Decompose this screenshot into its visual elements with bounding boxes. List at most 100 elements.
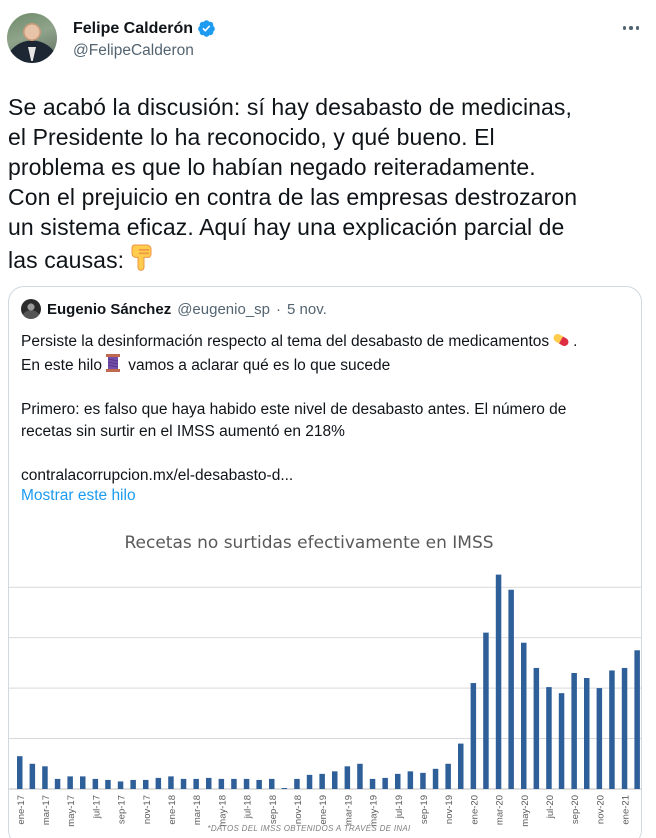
chart-bar [458,743,464,789]
tweet-line: Con el prejuicio en contra de las empres… [8,184,578,210]
chart-bar [533,667,540,789]
tweet-line: un sistema eficaz. Aquí hay una explicac… [8,214,565,240]
chart-bar [80,776,86,789]
show-thread-link[interactable]: Mostrar este hilo [21,487,136,504]
quoted-line-2a: En este hilo [21,357,102,374]
chart-bar [168,776,174,789]
x-tick-label: sep-20 [570,795,581,824]
quoted-line-1: Persiste la desinformación respecto al t… [21,333,550,350]
chart-bar [369,778,376,789]
x-tick-label: sep-17 [117,795,128,824]
chart-bar [319,773,325,789]
x-tick-label: nov-19 [444,795,455,824]
tweet-line: problema es que lo habían negado reitera… [8,154,536,180]
x-tick-label: may-20 [520,795,531,827]
chart-bar [546,687,552,789]
chart-bar [470,683,477,789]
chart-bar [206,777,212,789]
chart-bar [596,688,603,789]
chart-bar [143,779,149,789]
chart-image[interactable]: Recetas no surtidas efectivamente en IMS… [9,527,641,838]
quoted-tweet-card[interactable]: Eugenio Sánchez @eugenio_sp · 5 nov. Per… [8,286,642,838]
thread-spool-icon [106,354,120,372]
chart-bar [243,778,250,789]
quoted-date: 5 nov. [287,300,327,318]
chart-footnote: *DATOS DEL IMSS OBTENIDOS A TRAVÉS DE IN… [207,824,411,833]
x-tick-label: sep-19 [419,795,430,824]
chart-bar [609,670,615,789]
quoted-tweet-header: Eugenio Sánchez @eugenio_sp · 5 nov. [21,299,327,319]
tweet-line: el Presidente lo ha reconocido, y qué bu… [8,124,495,150]
chart-bar [495,574,502,789]
tweet-line: Se acabó la discusión: sí hay desabasto … [8,94,573,120]
chart-bar [193,778,199,789]
chart-bar [306,774,313,789]
author-handle[interactable]: @FelipeCalderon [73,42,194,59]
x-tick-label: mar-18 [192,795,203,825]
chart-bar [256,779,262,789]
chart-bar [571,672,577,789]
x-tick-label: ene-18 [167,795,178,825]
avatar[interactable] [7,13,57,63]
x-tick-label: nov-18 [293,795,304,824]
x-tick-label: nov-20 [595,795,606,824]
chart-bar [92,778,99,789]
quoted-line-4: recetas sin surtir en el IMSS aumentó en… [21,423,345,440]
quoted-author-name: Eugenio Sánchez [47,300,172,318]
chart-bar [105,779,111,789]
display-name-text[interactable]: Felipe Calderón [73,19,194,37]
quoted-line-3: Primero: es falso que haya habido este n… [21,401,567,418]
author-name[interactable]: Felipe Calderón [73,19,216,38]
chart-bar [483,632,489,789]
x-tick-label: mar-17 [41,795,52,825]
chart-bar [382,777,388,789]
chart-bar [17,756,23,789]
chart-bar [344,766,351,789]
chart-bar [634,650,640,789]
chart-bar [445,763,451,789]
x-tick-label: mar-19 [343,795,354,825]
chart-bar [130,779,136,789]
tweet-line-last: las causas: [8,242,648,275]
x-tick-label: ene-21 [621,795,632,825]
x-tick-label: jul-18 [243,795,254,819]
x-tick-label: ene-20 [469,795,480,825]
x-tick-label: sep-18 [268,795,279,824]
chart-bar [357,763,363,789]
x-tick-label: ene-19 [318,795,329,825]
quoted-line: En este hilo vamos a aclarar qué es lo q… [21,353,631,377]
chart-bar [281,787,288,789]
x-tick-label: jul-19 [394,795,405,819]
x-tick-label: mar-20 [495,795,506,825]
verified-badge-icon [198,20,215,37]
chart-bar [155,777,162,789]
chart-bar [395,773,401,789]
more-options-icon[interactable] [618,18,644,38]
pointing-down-icon [131,244,152,271]
quoted-tweet-text: Persiste la desinformación respecto al t… [21,331,631,487]
quoted-link[interactable]: contralacorrupcion.mx/el-desabasto-d... [21,467,294,484]
x-tick-label: jul-17 [91,795,102,819]
chart-bar [117,781,124,789]
chart-bar [420,772,426,789]
chart-bar [67,776,73,789]
chart-bar [407,771,414,789]
tweet-line: las causas: [8,247,125,273]
chart-title: Recetas no surtidas efectivamente en IMS… [124,533,494,553]
chart-bar [558,693,565,789]
chart-bar [231,778,237,789]
x-tick-label: jul-20 [545,795,556,819]
chart-bar [29,763,36,789]
chart-bar [621,667,628,789]
chart-bar [332,771,338,789]
quoted-avatar [21,299,41,319]
quoted-line-2b: vamos a aclarar qué es lo que sucede [124,357,391,374]
chart-bar [269,778,275,789]
chart-bar [218,778,225,789]
x-tick-label: ene-17 [16,795,27,825]
chart-bar [180,778,187,789]
quoted-line: Persiste la desinformación respecto al t… [21,333,578,350]
x-tick-label: may-19 [369,795,380,827]
pill-icon [553,334,569,346]
chart-bar [584,678,590,789]
